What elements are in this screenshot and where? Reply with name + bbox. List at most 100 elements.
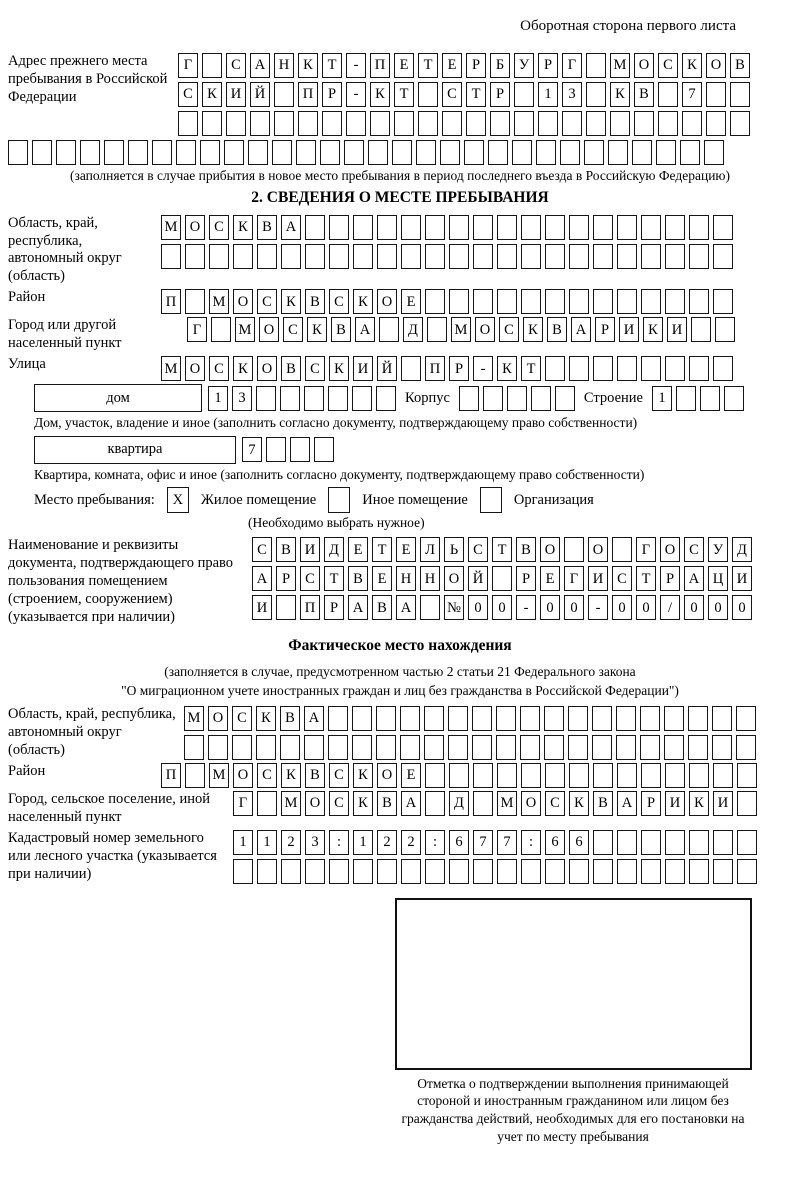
char-box[interactable]: 0	[492, 595, 512, 621]
char-box[interactable]	[514, 111, 534, 136]
char-box[interactable]: Ц	[708, 566, 728, 592]
char-box[interactable]: 0	[540, 595, 560, 621]
char-box[interactable]: 2	[377, 829, 397, 855]
char-box[interactable]: Т	[372, 537, 392, 563]
char-box[interactable]: П	[300, 595, 320, 621]
char-box[interactable]: К	[307, 317, 327, 343]
char-box[interactable]: Л	[420, 537, 440, 563]
char-box[interactable]: А	[252, 566, 272, 592]
char-box[interactable]: Д	[732, 537, 752, 563]
char-box[interactable]: И	[588, 566, 608, 592]
char-box[interactable]	[392, 140, 412, 165]
char-box[interactable]: О	[305, 790, 325, 816]
char-box[interactable]: К	[353, 289, 373, 315]
char-box[interactable]	[466, 111, 486, 136]
char-box[interactable]	[32, 140, 52, 165]
char-box[interactable]	[608, 140, 628, 165]
char-box[interactable]: 1	[233, 829, 253, 855]
char-box[interactable]	[712, 705, 732, 731]
char-box[interactable]	[305, 858, 325, 884]
char-box[interactable]: 7	[497, 829, 517, 855]
char-box[interactable]: А	[401, 790, 421, 816]
char-box[interactable]: В	[593, 790, 613, 816]
char-box[interactable]	[641, 214, 661, 240]
char-box[interactable]	[506, 385, 527, 411]
char-box[interactable]	[272, 140, 292, 165]
char-box[interactable]	[370, 111, 390, 136]
char-box[interactable]: Г	[178, 53, 198, 78]
char-box[interactable]: 2	[281, 829, 301, 855]
char-box[interactable]	[305, 214, 325, 240]
char-box[interactable]	[689, 829, 709, 855]
char-box[interactable]	[737, 829, 757, 855]
char-box[interactable]	[512, 140, 532, 165]
char-box[interactable]: В	[547, 317, 567, 343]
char-box[interactable]: Б	[490, 53, 510, 78]
char-box[interactable]: О	[208, 705, 228, 731]
char-box[interactable]	[497, 214, 517, 240]
char-box[interactable]	[256, 385, 276, 411]
char-box[interactable]	[592, 734, 612, 760]
char-box[interactable]	[185, 289, 205, 315]
char-box[interactable]: :	[329, 829, 349, 855]
char-box[interactable]	[449, 214, 469, 240]
char-box[interactable]	[276, 595, 296, 621]
char-box[interactable]: О	[706, 53, 726, 78]
char-box[interactable]: Н	[396, 566, 416, 592]
char-box[interactable]: Т	[322, 53, 342, 78]
char-box[interactable]	[290, 437, 310, 463]
char-box[interactable]: 0	[564, 595, 584, 621]
char-box[interactable]	[706, 82, 726, 107]
char-box[interactable]: Й	[250, 82, 270, 107]
char-box[interactable]	[250, 111, 270, 136]
char-box[interactable]	[425, 790, 445, 816]
char-box[interactable]	[400, 734, 420, 760]
char-box[interactable]	[560, 140, 580, 165]
char-box[interactable]: 3	[562, 82, 582, 107]
char-box[interactable]: М	[209, 289, 229, 315]
char-box[interactable]	[440, 140, 460, 165]
char-box[interactable]	[482, 385, 503, 411]
char-box[interactable]: Р	[660, 566, 680, 592]
char-box[interactable]	[713, 829, 733, 855]
char-box[interactable]: Р	[466, 53, 486, 78]
char-box[interactable]	[281, 858, 301, 884]
char-box[interactable]: Т	[636, 566, 656, 592]
char-box[interactable]	[352, 385, 372, 411]
char-box[interactable]: Р	[641, 790, 661, 816]
char-box[interactable]: В	[331, 317, 351, 343]
char-box[interactable]: -	[516, 595, 536, 621]
char-box[interactable]: Е	[442, 53, 462, 78]
char-box[interactable]	[665, 829, 685, 855]
char-box[interactable]: И	[713, 790, 733, 816]
char-box[interactable]	[449, 858, 469, 884]
char-box[interactable]: -	[473, 356, 493, 382]
char-box[interactable]: В	[276, 537, 296, 563]
char-box[interactable]	[593, 243, 613, 269]
char-box[interactable]: -	[588, 595, 608, 621]
char-box[interactable]: О	[521, 790, 541, 816]
char-box[interactable]	[675, 385, 696, 411]
char-box[interactable]	[586, 53, 606, 78]
char-box[interactable]	[569, 289, 589, 315]
char-box[interactable]	[394, 111, 414, 136]
char-box[interactable]: О	[185, 214, 205, 240]
char-box[interactable]: 1	[651, 385, 672, 411]
residential-checkbox[interactable]: X	[166, 487, 189, 514]
char-box[interactable]: С	[252, 537, 272, 563]
char-box[interactable]: О	[540, 537, 560, 563]
char-box[interactable]	[521, 762, 541, 788]
char-box[interactable]	[689, 289, 709, 315]
char-box[interactable]	[521, 289, 541, 315]
char-box[interactable]: П	[161, 762, 181, 788]
char-box[interactable]	[704, 140, 724, 165]
char-box[interactable]	[209, 243, 229, 269]
char-box[interactable]: С	[178, 82, 198, 107]
char-box[interactable]: О	[377, 289, 397, 315]
char-box[interactable]: №	[444, 595, 464, 621]
char-box[interactable]: А	[571, 317, 591, 343]
char-box[interactable]	[569, 762, 589, 788]
char-box[interactable]	[617, 214, 637, 240]
char-box[interactable]	[688, 734, 708, 760]
char-box[interactable]	[257, 790, 277, 816]
